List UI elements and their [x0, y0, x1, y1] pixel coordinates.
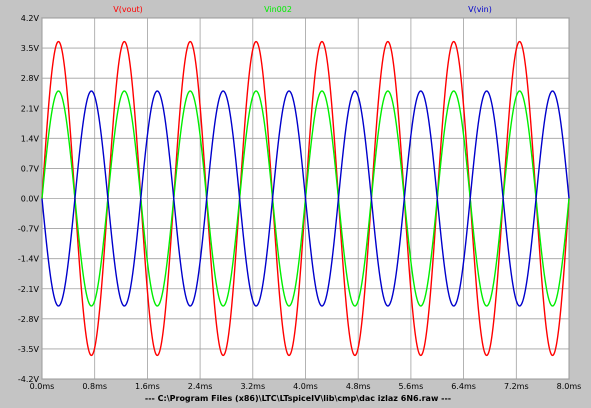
y-tick-label: -4.2V: [18, 375, 40, 384]
legend: V(vout) Vin002 V(vin): [113, 5, 492, 14]
y-tick-label: 3.5V: [21, 44, 40, 53]
y-tick-label: -2.8V: [18, 315, 40, 324]
x-tick-label: 4.0ms: [293, 382, 318, 391]
legend-entry-2[interactable]: V(vin): [468, 5, 492, 14]
y-axis-ticks: 4.2V 3.5V 2.8V 2.1V 1.4V 0.7V 0.0V -0.7V -1.4V -2…: [18, 14, 40, 384]
x-tick-label: 3.2ms: [240, 382, 265, 391]
y-tick-label: -0.7V: [18, 225, 40, 234]
y-tick-label: -1.4V: [18, 255, 40, 264]
y-tick-label: -3.5V: [18, 345, 40, 354]
x-tick-label: 1.6ms: [135, 382, 160, 391]
y-tick-label: 4.2V: [21, 14, 40, 23]
series-traces: [41, 40, 570, 357]
y-tick-label: 2.8V: [21, 74, 40, 83]
x-axis-ticks: 0.0ms 0.8ms 1.6ms 2.4ms 3.2ms 4.0ms 4.8ms 5.6ms…: [30, 382, 582, 391]
x-tick-label: 5.6ms: [399, 382, 424, 391]
x-tick-label: 6.4ms: [451, 382, 476, 391]
legend-entry-1[interactable]: Vin002: [264, 5, 292, 14]
series-line-2[interactable]: [41, 90, 570, 307]
raw-file-path: --- C:\Program Files (x86)\LTC\LTspiceIV…: [145, 394, 451, 403]
x-tick-label: 2.4ms: [188, 382, 213, 391]
x-tick-label: 4.8ms: [346, 382, 371, 391]
legend-entry-0[interactable]: V(vout): [113, 5, 143, 14]
y-tick-label: 0.0V: [21, 195, 40, 204]
x-tick-label: 0.0ms: [30, 382, 55, 391]
y-tick-label: -2.1V: [18, 285, 40, 294]
y-tick-label: 0.7V: [21, 164, 40, 173]
y-tick-label: 2.1V: [21, 104, 40, 113]
x-tick-label: 8.0ms: [557, 382, 582, 391]
x-tick-label: 0.8ms: [82, 382, 107, 391]
y-tick-label: 1.4V: [21, 134, 40, 143]
x-tick-label: 7.2ms: [504, 382, 529, 391]
